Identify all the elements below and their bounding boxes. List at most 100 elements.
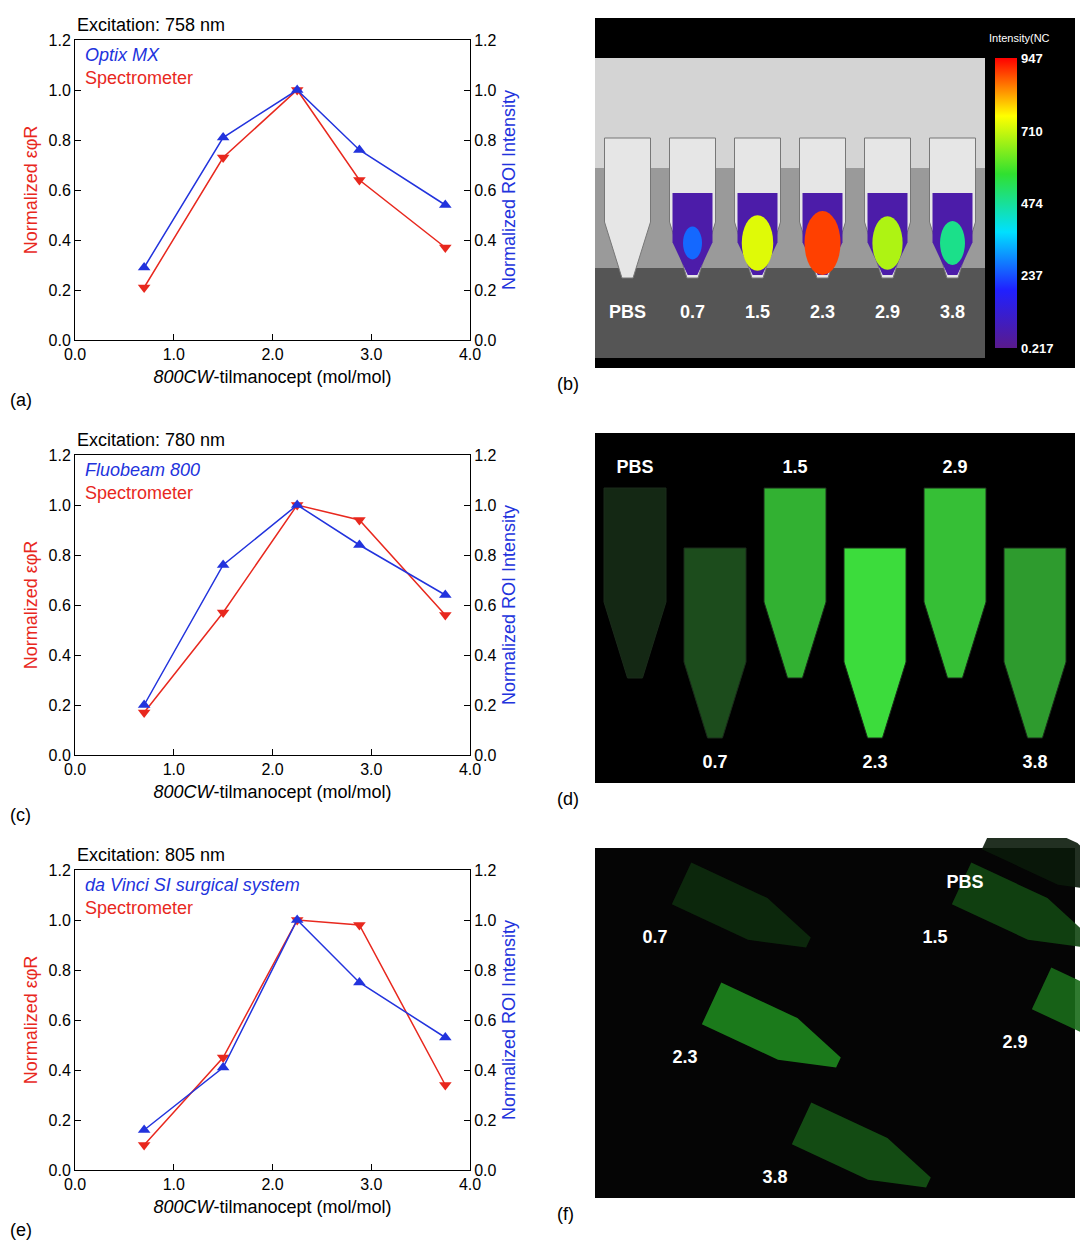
svg-text:0.6: 0.6 (49, 182, 71, 199)
svg-text:2.9: 2.9 (875, 302, 900, 322)
svg-text:0.4: 0.4 (474, 647, 496, 664)
svg-text:0.4: 0.4 (49, 1062, 71, 1079)
svg-text:710: 710 (1021, 124, 1043, 139)
svg-text:(e): (e) (10, 1220, 32, 1240)
svg-text:(a): (a) (10, 390, 32, 410)
svg-text:0.6: 0.6 (474, 182, 496, 199)
svg-text:1.0: 1.0 (163, 761, 185, 778)
svg-text:0.6: 0.6 (49, 597, 71, 614)
svg-text:1.5: 1.5 (782, 457, 807, 477)
svg-text:0.0: 0.0 (474, 1162, 496, 1179)
svg-text:800CW-tilmanocept (mol/mol): 800CW-tilmanocept (mol/mol) (153, 782, 391, 802)
svg-text:947: 947 (1021, 51, 1043, 66)
svg-text:3.0: 3.0 (360, 346, 382, 363)
svg-text:Excitation: 805 nm: Excitation: 805 nm (77, 845, 225, 865)
svg-text:0.4: 0.4 (474, 1062, 496, 1079)
svg-text:1.5: 1.5 (922, 927, 947, 947)
svg-text:0.0: 0.0 (474, 747, 496, 764)
svg-text:Excitation: 758 nm: Excitation: 758 nm (77, 15, 225, 35)
svg-text:0.2: 0.2 (474, 1112, 496, 1129)
svg-text:0.4: 0.4 (474, 232, 496, 249)
svg-text:0.0: 0.0 (64, 761, 86, 778)
svg-text:0.7: 0.7 (680, 302, 705, 322)
svg-text:800CW-tilmanocept (mol/mol): 800CW-tilmanocept (mol/mol) (153, 1197, 391, 1217)
svg-text:PBS: PBS (609, 302, 646, 322)
svg-text:1.2: 1.2 (49, 32, 71, 49)
svg-text:237: 237 (1021, 268, 1043, 283)
svg-text:1.2: 1.2 (49, 862, 71, 879)
svg-text:(f): (f) (557, 1204, 574, 1224)
svg-text:0.8: 0.8 (474, 132, 496, 149)
svg-text:4.0: 4.0 (459, 346, 481, 363)
svg-text:3.0: 3.0 (360, 761, 382, 778)
svg-text:1.2: 1.2 (474, 862, 496, 879)
svg-text:Optix MXSpectrometer: Optix MXSpectrometer (85, 45, 193, 88)
svg-text:2.3: 2.3 (862, 752, 887, 772)
svg-text:0.0: 0.0 (474, 332, 496, 349)
svg-text:1.0: 1.0 (49, 82, 71, 99)
svg-text:0.6: 0.6 (474, 597, 496, 614)
svg-text:1.0: 1.0 (474, 912, 496, 929)
svg-text:Excitation: 780 nm: Excitation: 780 nm (77, 430, 225, 450)
svg-text:Normalized εφR: Normalized εφR (21, 126, 41, 255)
svg-text:800CW-tilmanocept (mol/mol): 800CW-tilmanocept (mol/mol) (153, 367, 391, 387)
svg-text:1.2: 1.2 (474, 32, 496, 49)
svg-text:2.0: 2.0 (261, 1176, 283, 1193)
svg-text:0.6: 0.6 (49, 1012, 71, 1029)
svg-text:3.8: 3.8 (1022, 752, 1047, 772)
svg-text:0.2: 0.2 (474, 282, 496, 299)
svg-text:3.8: 3.8 (762, 1167, 787, 1187)
svg-text:0.7: 0.7 (642, 927, 667, 947)
svg-text:Normalized εφR: Normalized εφR (21, 956, 41, 1085)
svg-text:2.9: 2.9 (1002, 1032, 1027, 1052)
svg-text:0.4: 0.4 (49, 232, 71, 249)
svg-text:Normalized ROI Intensity: Normalized ROI Intensity (499, 90, 519, 290)
svg-text:0.8: 0.8 (474, 547, 496, 564)
svg-text:PBS: PBS (616, 457, 653, 477)
svg-text:0.0: 0.0 (49, 1162, 71, 1179)
svg-text:2.0: 2.0 (261, 346, 283, 363)
svg-text:0.0: 0.0 (49, 332, 71, 349)
svg-text:da Vinci SI surgical systemSpe: da Vinci SI surgical systemSpectrometer (85, 875, 300, 918)
svg-text:2.9: 2.9 (942, 457, 967, 477)
svg-text:3.8: 3.8 (940, 302, 965, 322)
svg-text:(d): (d) (557, 789, 579, 809)
svg-text:1.2: 1.2 (474, 447, 496, 464)
svg-text:0.0: 0.0 (64, 1176, 86, 1193)
svg-text:0.2: 0.2 (49, 1112, 71, 1129)
svg-text:1.2: 1.2 (49, 447, 71, 464)
svg-text:2.3: 2.3 (810, 302, 835, 322)
svg-text:4.0: 4.0 (459, 761, 481, 778)
svg-text:0.0: 0.0 (49, 747, 71, 764)
svg-text:0.4: 0.4 (49, 647, 71, 664)
svg-text:0.8: 0.8 (49, 962, 71, 979)
svg-text:1.5: 1.5 (745, 302, 770, 322)
svg-text:Fluobeam 800Spectrometer: Fluobeam 800Spectrometer (85, 460, 200, 503)
svg-text:PBS: PBS (946, 872, 983, 892)
svg-text:0.6: 0.6 (474, 1012, 496, 1029)
svg-text:1.0: 1.0 (474, 82, 496, 99)
svg-text:Normalized ROI Intensity: Normalized ROI Intensity (499, 505, 519, 705)
svg-text:0.2: 0.2 (49, 697, 71, 714)
svg-text:4.0: 4.0 (459, 1176, 481, 1193)
svg-text:1.0: 1.0 (163, 1176, 185, 1193)
svg-text:1.0: 1.0 (49, 497, 71, 514)
svg-text:0.8: 0.8 (49, 547, 71, 564)
svg-text:0.8: 0.8 (49, 132, 71, 149)
svg-text:Intensity(NC: Intensity(NC (989, 32, 1050, 44)
svg-text:474: 474 (1021, 196, 1043, 211)
svg-text:Normalized ROI Intensity: Normalized ROI Intensity (499, 920, 519, 1120)
svg-text:Normalized εφR: Normalized εφR (21, 541, 41, 670)
svg-text:0.2: 0.2 (49, 282, 71, 299)
svg-text:1.0: 1.0 (163, 346, 185, 363)
svg-text:0.7: 0.7 (702, 752, 727, 772)
svg-text:1.0: 1.0 (474, 497, 496, 514)
svg-text:(c): (c) (10, 805, 31, 825)
svg-text:3.0: 3.0 (360, 1176, 382, 1193)
svg-text:0.2: 0.2 (474, 697, 496, 714)
svg-text:2.3: 2.3 (672, 1047, 697, 1067)
svg-text:0.0: 0.0 (64, 346, 86, 363)
svg-text:0.217: 0.217 (1021, 341, 1054, 356)
svg-text:1.0: 1.0 (49, 912, 71, 929)
svg-text:(b): (b) (557, 374, 579, 394)
